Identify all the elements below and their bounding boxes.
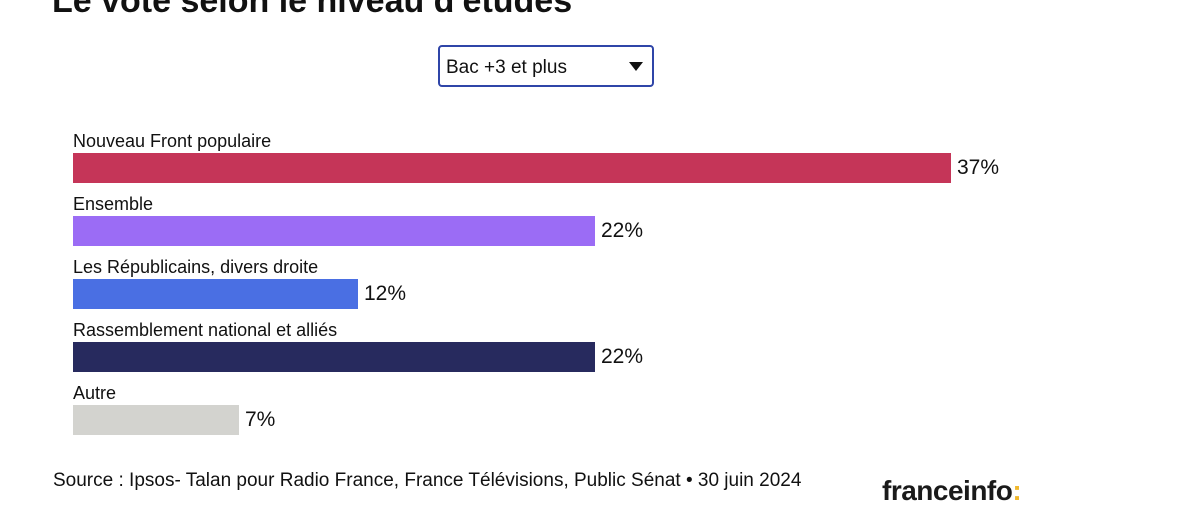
dropdown-selected-value: Bac +3 et plus <box>446 57 567 78</box>
value-label: 22% <box>601 219 644 242</box>
value-label: 12% <box>364 282 407 305</box>
bar <box>73 342 595 372</box>
category-label: Ensemble <box>73 194 154 214</box>
bar <box>73 405 239 435</box>
category-label: Rassemblement national et alliés <box>73 320 338 340</box>
bar <box>73 279 358 309</box>
bar <box>73 216 595 246</box>
franceinfo-logo: franceinfo: <box>882 475 1022 506</box>
category-label: Les Républicains, divers droite <box>73 257 319 277</box>
bar <box>73 153 951 183</box>
source-note: Source : Ipsos- Talan pour Radio France,… <box>53 470 802 491</box>
category-label: Autre <box>73 383 117 403</box>
value-label: 37% <box>957 156 1000 179</box>
education-level-dropdown[interactable]: Bac +3 et plus <box>438 45 654 87</box>
value-label: 22% <box>601 345 644 368</box>
category-label: Nouveau Front populaire <box>73 131 272 151</box>
value-label: 7% <box>245 408 276 431</box>
chevron-down-icon <box>629 62 643 71</box>
bar-chart: Nouveau Front populaire 37% Ensemble 22% Les… <box>73 131 1000 435</box>
chart-title: Le vote selon le niveau d'études <box>52 0 573 20</box>
